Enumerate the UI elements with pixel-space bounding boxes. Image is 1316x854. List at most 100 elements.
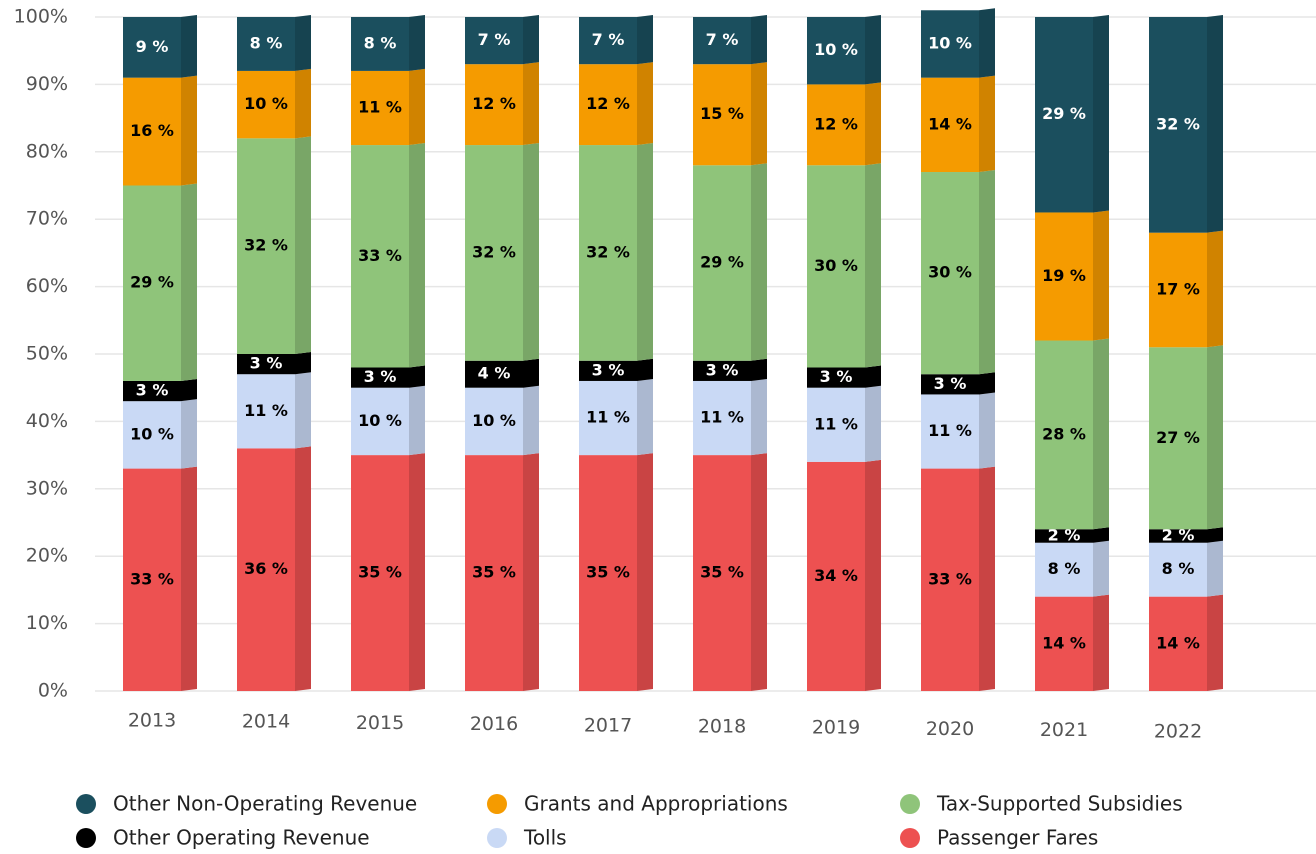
data-label: 10 % <box>472 411 516 430</box>
bar-side <box>979 466 995 691</box>
bar-segment <box>237 17 295 71</box>
data-label: 32 % <box>472 242 516 261</box>
bar-segment <box>1149 232 1207 348</box>
bar-side <box>637 62 653 146</box>
bar-segment <box>693 64 751 166</box>
data-label: 17 % <box>1156 279 1200 298</box>
bar-side-shade <box>865 385 881 462</box>
data-label: 11 % <box>586 408 630 427</box>
bar-side-shade <box>1093 594 1109 691</box>
data-label: 34 % <box>814 566 858 585</box>
legend-item: Other Non-Operating Revenue <box>76 792 417 816</box>
bar-segment <box>1035 596 1093 691</box>
data-label: 3 % <box>934 374 967 393</box>
bar-side <box>523 453 539 691</box>
bar-side-shade <box>523 385 539 456</box>
bar-side <box>865 15 881 85</box>
bar-side <box>865 82 881 166</box>
x-tick-label: 2013 <box>128 710 176 732</box>
bar-side <box>409 385 425 456</box>
data-label: 10 % <box>130 424 174 443</box>
data-label: 10 % <box>358 411 402 430</box>
bar-segment <box>921 374 979 395</box>
bar-segment <box>351 70 409 146</box>
data-label: 2 % <box>1162 525 1195 544</box>
bar-segment <box>1149 542 1207 597</box>
bar-side-shade <box>295 446 311 691</box>
legend-label: Other Non-Operating Revenue <box>113 792 417 816</box>
bar-side-shade <box>181 378 197 402</box>
data-label: 33 % <box>928 569 972 588</box>
bar-side-shade <box>979 8 995 78</box>
data-label: 35 % <box>358 563 402 582</box>
data-label: 15 % <box>700 104 744 123</box>
data-label: 32 % <box>586 242 630 261</box>
y-tick-label: 70% <box>26 208 68 230</box>
bar-side <box>1207 345 1223 530</box>
bar-side-shade <box>979 466 995 691</box>
bar-segment <box>1149 347 1207 530</box>
bar-side <box>409 143 425 368</box>
bar-side-shade <box>637 15 653 65</box>
bar-side-shade <box>1093 527 1109 543</box>
data-label: 11 % <box>928 421 972 440</box>
bar-segment <box>351 17 409 71</box>
data-label: 12 % <box>814 114 858 133</box>
bar-segment <box>579 360 637 381</box>
y-tick-label: 100% <box>14 6 68 28</box>
legend-label: Tolls <box>523 826 567 850</box>
data-label: 7 % <box>592 30 625 49</box>
bar-segment <box>807 84 865 166</box>
data-label: 14 % <box>1156 633 1200 652</box>
bar-segment <box>807 165 865 368</box>
data-label: 3 % <box>136 381 169 400</box>
bar-segment <box>921 10 979 78</box>
bar-side-shade <box>409 385 425 456</box>
bar-side-shade <box>751 453 767 691</box>
bar-side-shade <box>409 365 425 388</box>
data-label: 11 % <box>814 414 858 433</box>
bar-side-shade <box>181 15 197 78</box>
legend-label: Passenger Fares <box>937 826 1098 850</box>
bar-side-shade <box>1093 15 1109 213</box>
bar-side-shade <box>637 62 653 146</box>
data-label: 3 % <box>250 354 283 373</box>
y-tick-label: 80% <box>26 140 68 162</box>
bar-side-shade <box>295 372 311 449</box>
data-label: 14 % <box>928 114 972 133</box>
data-label: 35 % <box>472 563 516 582</box>
legend-swatch <box>76 794 96 814</box>
bar-segment <box>579 145 637 361</box>
legend-item: Tax-Supported Subsidies <box>900 792 1183 816</box>
bar-side <box>1093 338 1109 530</box>
bar-side <box>979 170 995 375</box>
legend-label: Grants and Appropriations <box>524 792 788 816</box>
data-label: 11 % <box>358 97 402 116</box>
bar-segment <box>807 17 865 85</box>
x-tick-label: 2015 <box>356 712 404 734</box>
data-label: 33 % <box>358 246 402 265</box>
bar-side <box>1207 230 1223 348</box>
bar-segment <box>351 387 409 456</box>
bar-side <box>637 453 653 691</box>
bar-side-shade <box>865 82 881 166</box>
bar-side <box>409 68 425 146</box>
bar-side <box>865 459 881 691</box>
bar-segment <box>123 401 181 469</box>
bar-side-shade <box>181 399 197 469</box>
x-tick-label: 2020 <box>926 718 974 740</box>
y-tick-label: 20% <box>26 545 68 567</box>
bar-side <box>1207 15 1223 233</box>
data-label: 10 % <box>244 94 288 113</box>
data-label: 29 % <box>1042 104 1086 123</box>
data-label: 35 % <box>586 563 630 582</box>
y-tick-label: 10% <box>26 612 68 634</box>
x-tick-label: 2016 <box>470 713 518 735</box>
bar-segment <box>921 394 979 469</box>
data-label: 35 % <box>700 563 744 582</box>
bar-side-shade <box>1207 345 1223 530</box>
data-label: 3 % <box>820 367 853 386</box>
bar-side <box>295 372 311 449</box>
bar-segment <box>237 374 295 449</box>
bar-segment <box>693 360 751 381</box>
